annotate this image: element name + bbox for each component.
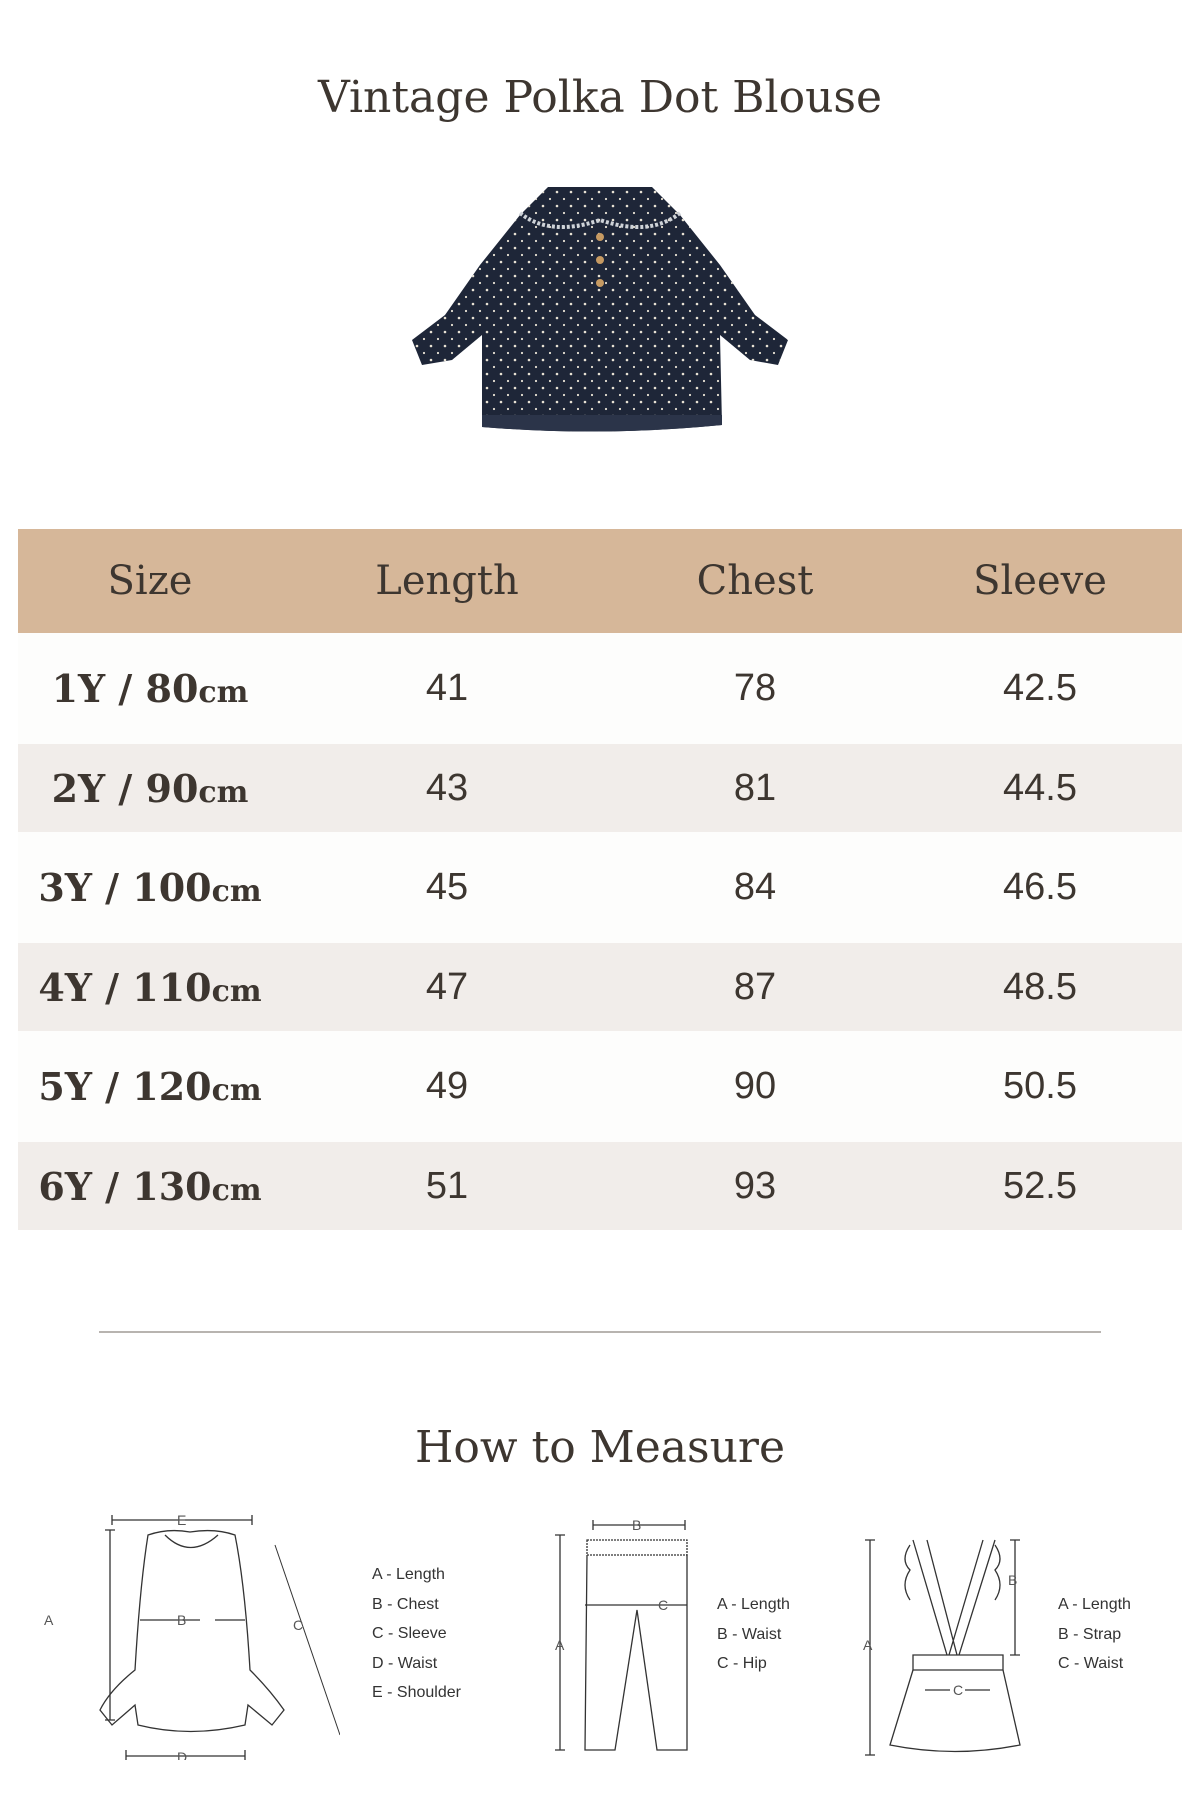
size-cell: 4Y / 110cm: [18, 965, 282, 1010]
pants-diagram-icon: A B C: [555, 1517, 688, 1751]
chest-cell: 87: [733, 965, 777, 1008]
svg-text:C: C: [293, 1617, 303, 1633]
legend-item: E - Shoulder: [372, 1684, 461, 1701]
legend-item: A - Length: [717, 1596, 790, 1613]
size-value: 3Y / 100: [38, 865, 212, 910]
size-cell: 1Y / 80cm: [18, 666, 282, 711]
chest-cell: 93: [733, 1164, 777, 1207]
legend-item: C - Hip: [717, 1655, 767, 1672]
svg-text:E: E: [177, 1512, 186, 1528]
page-title: Vintage Polka Dot Blouse: [317, 72, 883, 123]
length-cell: 47: [425, 965, 469, 1008]
svg-text:D: D: [177, 1749, 187, 1760]
chest-cell: 81: [733, 766, 777, 809]
svg-text:C: C: [658, 1597, 668, 1613]
legend-item: B - Chest: [372, 1595, 439, 1613]
sleeve-cell: 52.5: [1003, 1164, 1077, 1207]
size-value: 1Y / 80: [51, 666, 199, 711]
svg-text:B: B: [177, 1612, 186, 1628]
blouse-product-image: [412, 187, 788, 432]
chest-cell: 84: [733, 866, 777, 908]
size-value: 2Y / 90: [51, 765, 199, 811]
label-a: A: [44, 1612, 54, 1628]
size-unit: cm: [211, 1073, 262, 1108]
header-chest: Chest: [696, 558, 814, 604]
table-row: 4Y / 110cm 47 87 48.5: [18, 943, 1182, 1031]
size-unit: cm: [198, 774, 249, 810]
length-cell: 43: [425, 766, 469, 809]
length-cell: 45: [425, 866, 469, 908]
size-cell: 3Y / 100cm: [18, 865, 282, 910]
size-value: 5Y / 120: [38, 1064, 212, 1109]
sleeve-cell: 44.5: [1003, 766, 1077, 809]
table-row: 1Y / 80cm 41 78 42.5: [18, 633, 1182, 744]
sweatshirt-legend: A - Length B - Chest C - Sleeve D - Wais…: [372, 1560, 461, 1708]
length-cell: 49: [425, 1065, 469, 1107]
sleeve-cell: 42.5: [1003, 667, 1077, 709]
legend-item: B - Waist: [717, 1625, 782, 1643]
suspender-skirt-diagram-icon: A B C: [863, 1539, 1021, 1756]
size-unit: cm: [211, 1172, 262, 1208]
chest-cell: 90: [733, 1065, 777, 1107]
table-row: 5Y / 120cm 49 90 50.5: [18, 1031, 1182, 1142]
legend-item: A - Length: [372, 1566, 445, 1583]
legend-item: B - Strap: [1058, 1625, 1122, 1643]
size-value: 4Y / 110: [38, 964, 212, 1010]
svg-text:B: B: [1008, 1572, 1017, 1588]
how-to-measure-title: How to Measure: [415, 1422, 785, 1473]
legend-item: C - Waist: [1058, 1655, 1124, 1672]
table-row: 2Y / 90cm 43 81 44.5: [18, 744, 1182, 832]
length-cell: 51: [425, 1164, 469, 1207]
size-cell: 2Y / 90cm: [18, 766, 282, 811]
pants-legend: A - Length B - Waist C - Hip: [717, 1590, 790, 1679]
length-cell: 41: [425, 667, 469, 709]
skirt-legend: A - Length B - Strap C - Waist: [1058, 1590, 1131, 1679]
size-chart-table: Size Length Chest Sleeve 1Y / 80cm 41 78 42…: [18, 529, 1182, 1230]
size-cell: 5Y / 120cm: [18, 1064, 282, 1109]
sleeve-cell: 50.5: [1003, 1065, 1077, 1107]
size-unit: cm: [211, 973, 262, 1009]
header-sleeve: Sleeve: [973, 558, 1107, 604]
size-unit: cm: [211, 874, 262, 909]
header-length: Length: [375, 558, 519, 604]
section-divider: [99, 1331, 1101, 1333]
table-header-row: Size Length Chest Sleeve: [18, 529, 1182, 633]
legend-item: D - Waist: [372, 1654, 438, 1672]
legend-item: A - Length: [1058, 1596, 1131, 1613]
sleeve-cell: 48.5: [1003, 965, 1077, 1008]
size-cell: 6Y / 130cm: [18, 1164, 282, 1209]
svg-text:A: A: [863, 1637, 873, 1653]
table-row: 3Y / 100cm 45 84 46.5: [18, 832, 1182, 943]
size-value: 6Y / 130: [38, 1163, 212, 1209]
legend-item: C - Sleeve: [372, 1625, 447, 1642]
sweatshirt-diagram-icon: A B C D E: [44, 1512, 340, 1760]
chest-cell: 78: [733, 667, 777, 709]
header-size: Size: [107, 558, 193, 604]
sleeve-cell: 46.5: [1003, 866, 1077, 908]
size-unit: cm: [198, 675, 249, 710]
svg-text:B: B: [632, 1517, 641, 1533]
table-row: 6Y / 130cm 51 93 52.5: [18, 1142, 1182, 1230]
svg-text:C: C: [953, 1682, 963, 1698]
svg-text:A: A: [555, 1637, 565, 1653]
